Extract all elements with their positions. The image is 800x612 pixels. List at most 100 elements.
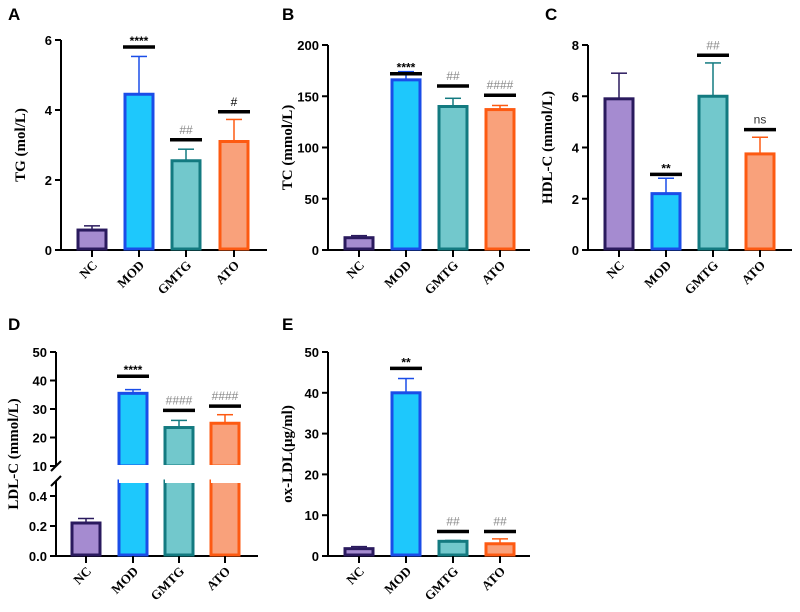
bar-MOD-lower [117, 479, 149, 557]
bar-ATO [484, 108, 516, 251]
significance-label: #### [212, 389, 239, 403]
y-axis-label: LDL-C (mmol/L) [6, 398, 22, 509]
y-tick-label: 2 [45, 173, 52, 188]
panel-label: B [282, 5, 294, 24]
bar-MOD [390, 391, 422, 557]
significance-label: #### [487, 78, 514, 92]
y-tick-label: 150 [297, 89, 319, 104]
panel-label: D [8, 315, 20, 334]
x-tick-label: MOD [114, 258, 147, 291]
bar-break-gap [211, 479, 243, 483]
x-tick-label: GMTG [421, 564, 461, 604]
y-axis-label: TC (mmol/L) [280, 105, 296, 190]
bar-GMTG [437, 105, 469, 251]
y-tick-label: 4 [572, 141, 580, 156]
bar-NC [76, 228, 108, 251]
x-tick-label: NC [603, 258, 627, 282]
panel-label: E [282, 315, 293, 334]
x-tick-label: GMTG [147, 564, 187, 604]
x-tick-label: ATO [478, 564, 508, 594]
bar-break-gap [165, 479, 197, 483]
x-tick-label: MOD [381, 564, 414, 597]
x-tick-label: GMTG [421, 258, 461, 298]
significance-label: ## [179, 123, 193, 137]
x-tick-label: ATO [212, 258, 242, 288]
significance-label: ## [446, 515, 460, 529]
y-tick-label: 0 [572, 243, 579, 258]
bar-NC [343, 547, 375, 557]
x-tick-label: GMTG [154, 258, 194, 298]
x-tick-label: NC [343, 564, 367, 588]
y-tick-label: 0 [45, 243, 52, 258]
y-tick-label: 30 [305, 427, 319, 442]
significance-label: ## [493, 515, 507, 529]
y-tick-label: 6 [572, 89, 579, 104]
y-tick-label: 20 [33, 431, 47, 446]
significance-label: ## [446, 69, 460, 83]
bar-GMTG-lower [163, 479, 195, 557]
significance-label: ## [706, 38, 720, 52]
y-tick-label: 10 [305, 508, 319, 523]
y-tick-label: 40 [33, 374, 47, 389]
bar-MOD [117, 391, 149, 468]
bar-ATO [209, 421, 241, 468]
panel-label: A [8, 5, 20, 24]
x-tick-label: MOD [108, 564, 141, 597]
y-tick-label: 0.0 [29, 549, 47, 564]
y-tick-label: 4 [45, 103, 53, 118]
panel-A: A 0 2 4 6 TG (mol/L) NC MOD **** GMTG ## ATO # [8, 5, 267, 297]
panel-E: E 0 10 20 30 40 50 ox-LDL(μg/ml) NC MOD ** GMTG ## AT… [280, 315, 530, 603]
x-tick-label: NC [76, 258, 100, 282]
y-tick-label: 50 [305, 345, 319, 360]
y-axis-label: ox-LDL(μg/ml) [280, 405, 296, 503]
panel-label: C [545, 5, 557, 24]
bar-ATO-lower [209, 479, 241, 557]
y-axis-label: TG (mol/L) [13, 108, 29, 182]
x-tick-label: ATO [203, 564, 233, 594]
bar-MOD [123, 92, 155, 251]
y-tick-label: 0.2 [29, 519, 47, 534]
bar-ATO [484, 542, 516, 557]
bar-MOD [390, 78, 422, 251]
significance-label: ** [661, 161, 671, 175]
y-tick-label: 50 [305, 192, 319, 207]
significance-label: **** [130, 34, 149, 48]
axis-break-mark [50, 475, 62, 487]
x-tick-label: NC [70, 564, 94, 588]
y-tick-label: 6 [45, 33, 52, 48]
significance-label: **** [397, 61, 416, 75]
bar-ATO [744, 152, 776, 251]
significance-label: ** [401, 355, 411, 369]
y-tick-label: 2 [572, 192, 579, 207]
bar-break-gap [163, 465, 195, 469]
x-tick-label: NC [343, 258, 367, 282]
x-tick-label: MOD [641, 258, 674, 291]
panel-D: D 0.0 0.2 0.4 10 20 30 40 50 LDL-C (mmol/L) NC MOD *… [6, 315, 258, 603]
panel-C: C 0 2 4 6 8 HDL-C (mmol/L) NC MOD ** GMTG ## ATO ns [540, 5, 792, 297]
significance-label: #### [166, 393, 193, 407]
bar-NC [70, 521, 102, 557]
significance-label: # [231, 95, 238, 109]
bar-GMTG [170, 159, 202, 251]
bar-break-gap [209, 465, 241, 469]
panel-B: B 0 50 100 150 200 TC (mmol/L) NC MOD **** GMTG ## A… [280, 5, 530, 297]
bar-MOD [650, 192, 682, 251]
significance-label: **** [124, 363, 143, 377]
x-tick-label: ATO [738, 258, 768, 288]
y-tick-label: 100 [297, 141, 319, 156]
y-axis-label: HDL-C (mmol/L) [540, 91, 556, 204]
y-tick-label: 0 [312, 549, 319, 564]
bar-ATO [218, 140, 250, 251]
y-tick-label: 0 [312, 243, 319, 258]
bar-NC [603, 97, 635, 251]
x-tick-label: GMTG [681, 258, 721, 298]
y-tick-label: 40 [305, 386, 319, 401]
bar-break-gap [117, 465, 149, 469]
bar-GMTG [697, 94, 729, 251]
y-tick-label: 200 [297, 38, 319, 53]
x-tick-label: MOD [381, 258, 414, 291]
y-tick-label: 8 [572, 38, 579, 53]
y-tick-label: 50 [33, 345, 47, 360]
y-tick-label: 0.4 [29, 489, 48, 504]
